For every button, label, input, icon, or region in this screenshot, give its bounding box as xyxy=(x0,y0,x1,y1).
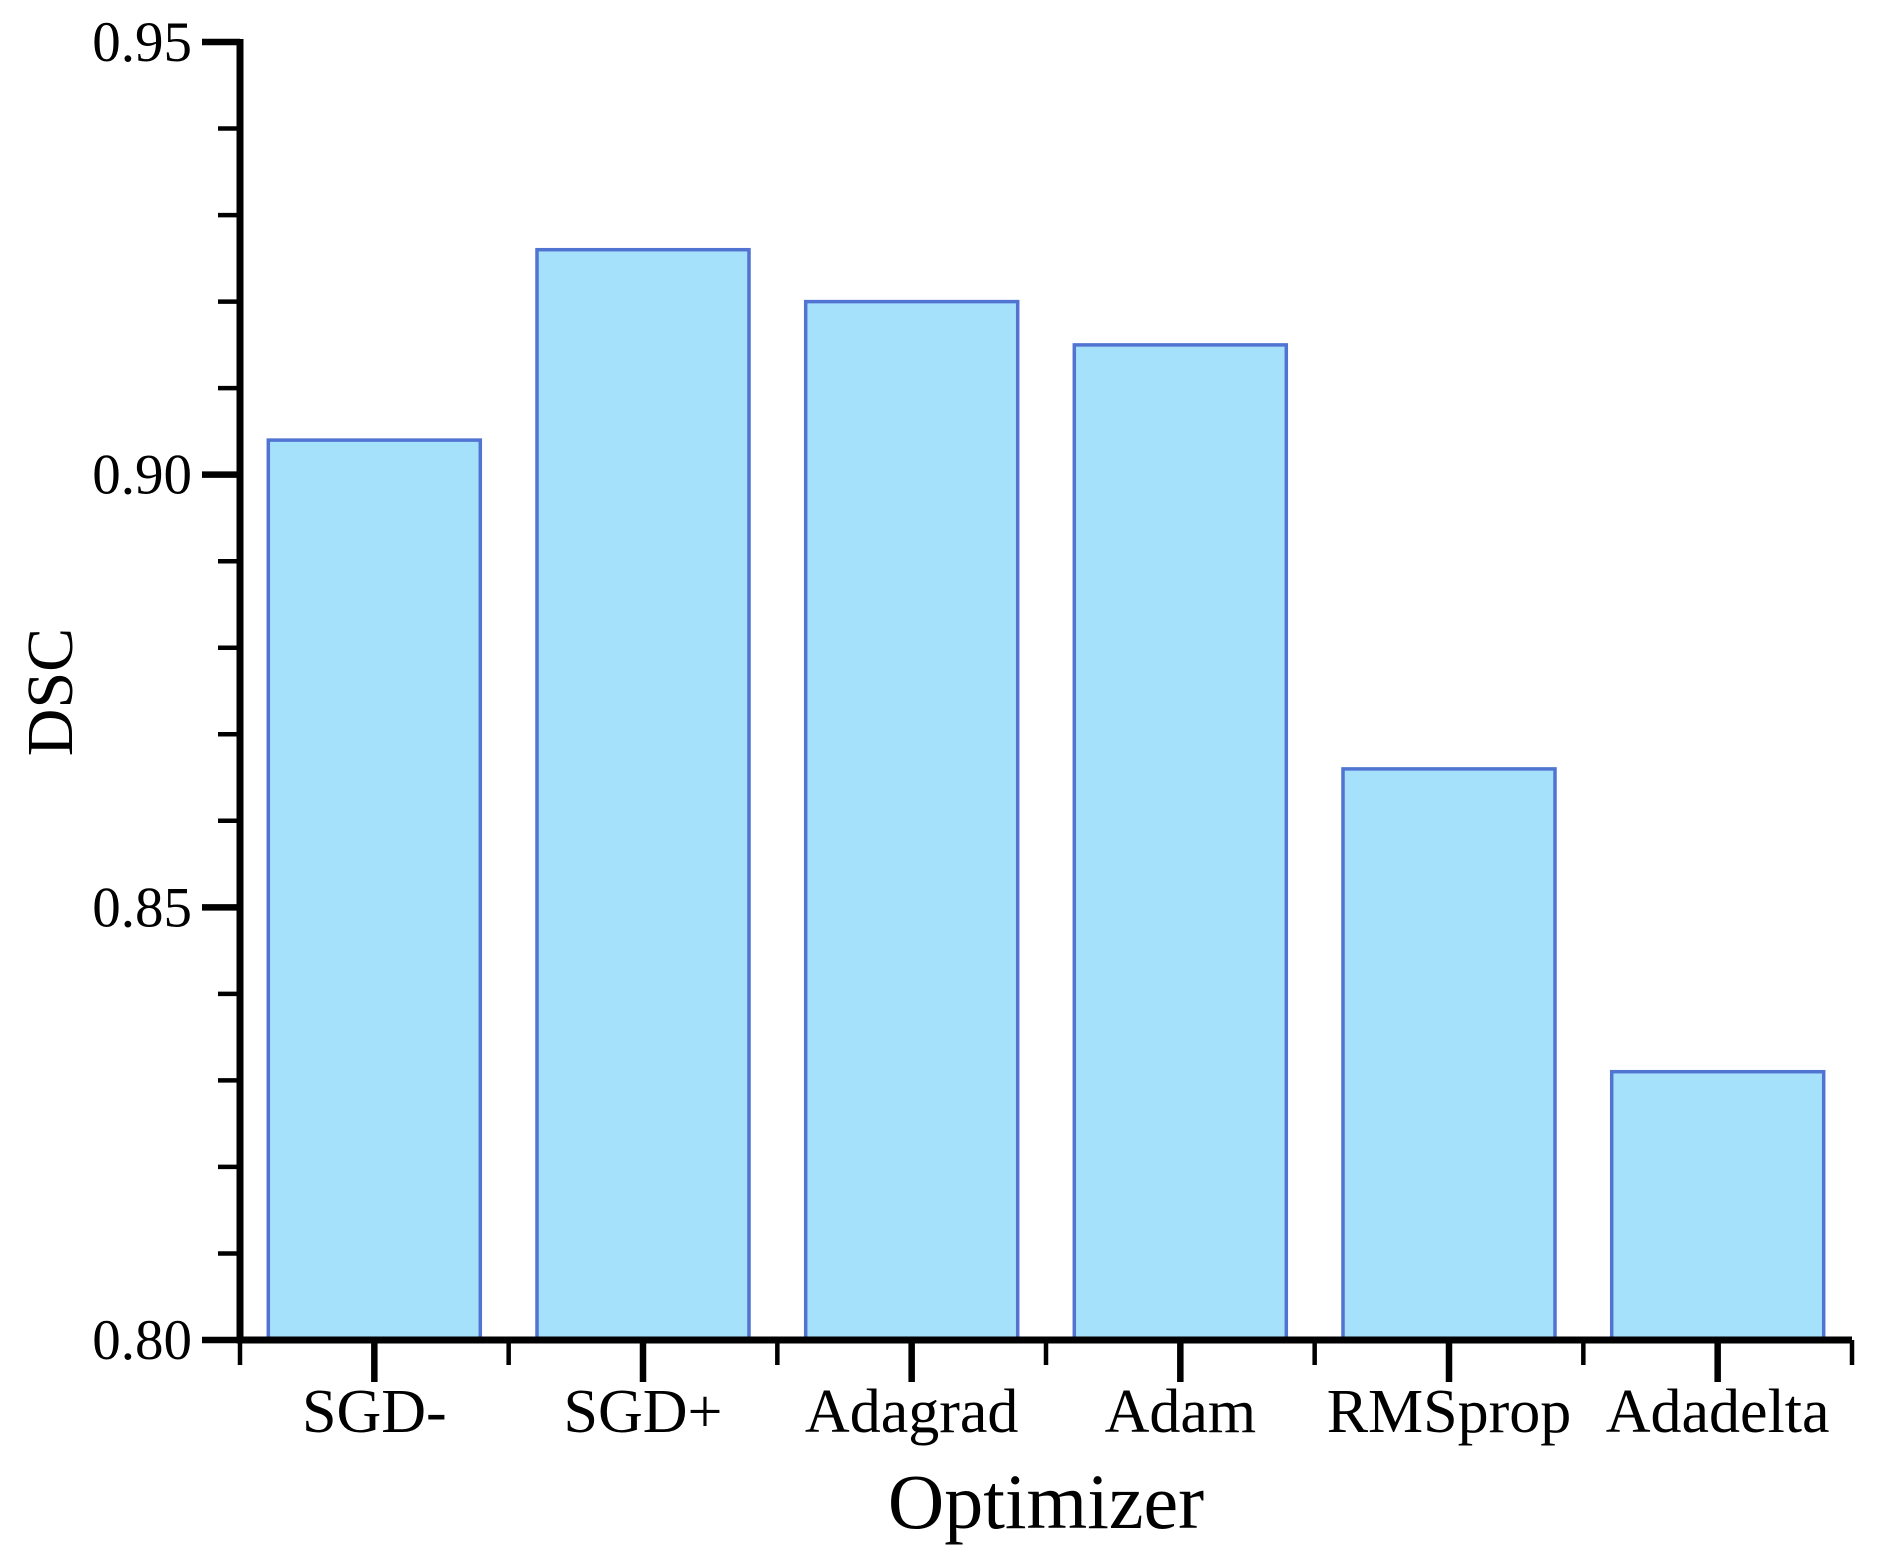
x-tick-label: SGD+ xyxy=(564,1378,723,1446)
bar-Adam xyxy=(1072,343,1289,1342)
x-tick-label: Adam xyxy=(1105,1378,1257,1446)
bar-Adadelta xyxy=(1609,1069,1826,1342)
bar-SGD+ xyxy=(535,247,751,1342)
x-tick-label: Adadelta xyxy=(1606,1378,1830,1446)
x-tick-label: SGD- xyxy=(302,1378,447,1446)
y-tick-label: 0.80 xyxy=(92,1309,192,1372)
bar-Adagrad xyxy=(803,299,1020,1342)
y-tick-label: 0.95 xyxy=(92,11,192,74)
x-tick-label: Adagrad xyxy=(805,1378,1018,1446)
bar-SGD- xyxy=(266,438,483,1342)
x-axis-title: Optimizer xyxy=(888,1458,1204,1545)
y-tick-label: 0.90 xyxy=(92,444,192,507)
plot-area: 0.80 0.85 0.90 0.95 SGD- SGD+ Adagrad Adam RMSpr… xyxy=(92,11,1855,1446)
y-tick-label: 0.85 xyxy=(92,876,192,939)
y-axis-title: DSC xyxy=(14,628,87,756)
bar-RMSprop xyxy=(1341,767,1557,1342)
x-tick-label: RMSprop xyxy=(1327,1378,1572,1446)
